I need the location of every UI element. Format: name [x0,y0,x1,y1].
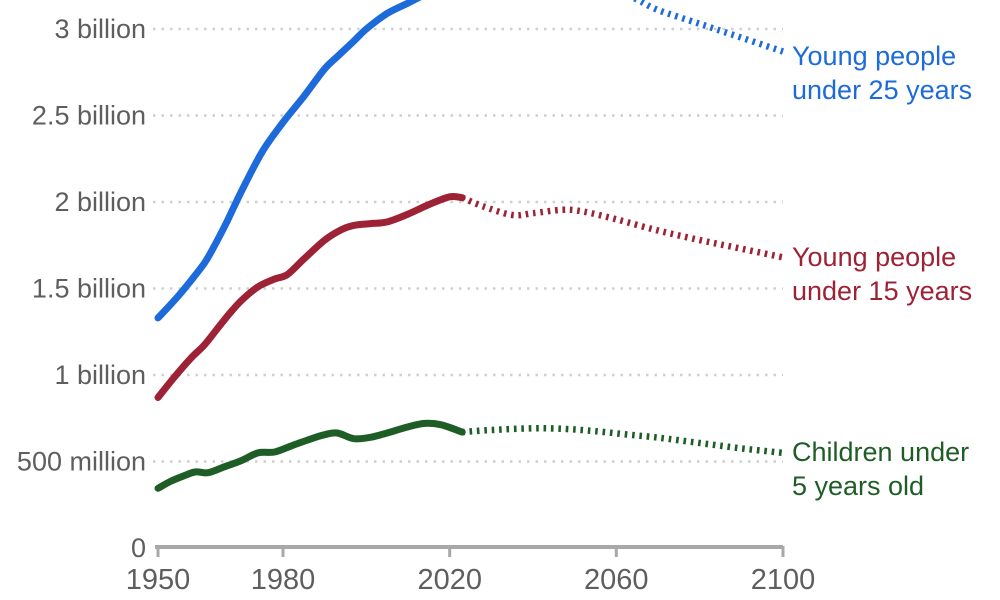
series-projected-young-people-under-15-years [460,194,784,261]
series-solid-children-under-5-years-old [154,419,466,492]
series-projected-children-under-5-years-old [461,425,784,457]
y-axis-tick-label: 1.5 billion [32,274,146,304]
series-label-under-25: Young people under 25 years [792,39,972,107]
x-axis-tick-label-1980: 1980 [251,564,316,596]
series-solid-young-people-under-15-years [154,192,466,401]
x-axis-tick-label-2060: 2060 [584,564,649,596]
series-label-under-15: Young people under 15 years [792,240,972,308]
series-label-under-5-line1: Children under [792,437,970,467]
series-label-under-5: Children under 5 years old [792,435,969,503]
series-label-under-5-line2: 5 years old [792,471,925,501]
y-axis-tick-label: 2.5 billion [32,101,146,131]
series-label-under-15-line2: under 15 years [792,276,973,306]
x-axis-tick-label-2020: 2020 [417,564,482,596]
x-axis-tick-label-2100: 2100 [751,564,816,596]
series-label-under-25-line2: under 25 years [792,75,973,105]
x-axis-tick-label-1950: 1950 [126,564,191,596]
y-axis-tick-label: 1 billion [54,360,146,390]
y-axis-tick-label: 2 billion [54,187,146,217]
y-axis-tick-label: 3 billion [54,14,146,44]
series-label-under-15-line1: Young people [792,242,957,272]
series-solid-young-people-under-25-years [154,0,422,322]
y-axis-tick-label: 500 million [17,447,146,477]
series-label-under-25-line1: Young people [792,41,957,71]
y-axis-tick-label: 0 [131,533,146,563]
series-projected-young-people-under-25-years [630,0,785,55]
